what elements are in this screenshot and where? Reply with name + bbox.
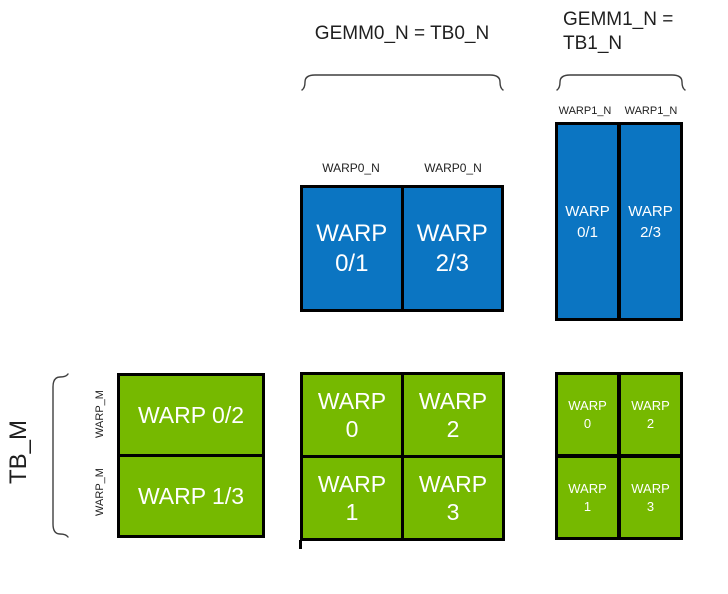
gemm0-accumulator-warp-grid: WARP 0 WARP 2 WARP 1 WARP 3 xyxy=(300,372,505,541)
gemm1-title-line2: TB1_N xyxy=(563,33,623,54)
gemm0-span-bracket-icon xyxy=(301,74,504,91)
warp-cell-line1: WARP xyxy=(416,219,488,247)
warp-m-label-bottom: WARP_M xyxy=(94,468,106,516)
warp-cell-line1: WARP xyxy=(631,397,670,413)
warp-cell-line1: WARP xyxy=(568,397,607,413)
warp-cell-2-3: WARP 2/3 xyxy=(403,188,501,309)
warp-cell-2: WARP 2 xyxy=(404,375,502,455)
warp1-n-label-right: WARP1_N xyxy=(624,105,678,117)
warp-cell-line1: WARP xyxy=(316,219,388,247)
warp-cell-3: WARP 3 xyxy=(404,458,502,538)
warp-cell-1-3: WARP 1/3 xyxy=(120,457,262,535)
warp-cell-2: WARP 2 xyxy=(621,375,680,454)
gemm1-warp-tile-grid: WARP 0/1 WARP 2/3 xyxy=(555,122,683,321)
warp-cell-line1: WARP xyxy=(418,471,488,497)
gemm1-accumulator-warp-grid: WARP 0 WARP 2 WARP 1 WARP 3 xyxy=(555,372,683,540)
warp-cell-line1: WARP xyxy=(568,480,607,496)
warp-cell-line1: WARP xyxy=(628,202,673,220)
gemm0-title: GEMM0_N = TB0_N xyxy=(314,23,490,44)
tb-m-label: TB_M xyxy=(5,420,32,485)
tb-m-span-bracket-icon xyxy=(52,373,69,538)
warp-cell-line1: WARP xyxy=(317,471,387,497)
warp-cell-3: WARP 3 xyxy=(621,458,680,537)
warp-cell-line2: 0/1 xyxy=(577,223,598,241)
warp-cell-line2: 2 xyxy=(446,416,460,442)
warp-cell-0: WARP 0 xyxy=(303,375,401,455)
gemm0-warp-tile-grid: WARP 0/1 WARP 2/3 xyxy=(300,185,504,312)
warp-cell-1: WARP 1 xyxy=(558,458,617,537)
warp-cell-line1: WARP xyxy=(631,480,670,496)
warp-cell-0: WARP 0 xyxy=(558,375,617,454)
gemm1-span-bracket-icon xyxy=(556,74,686,91)
gemm1-title-line1: GEMM1_N = xyxy=(563,9,674,30)
warp-cell-line2: 3 xyxy=(646,498,655,514)
warp-cell-1: WARP 1 xyxy=(303,458,401,538)
warp-cell-line2: 0/1 xyxy=(335,249,369,277)
warp-cell-0-1: WARP 0/1 xyxy=(303,188,401,309)
warp-cell-line2: 0 xyxy=(583,415,592,431)
warp-cell-line2: 2/3 xyxy=(640,223,661,241)
warp1-n-label-left: WARP1_N xyxy=(558,105,612,117)
warp-cell-0-2: WARP 0/2 xyxy=(120,376,262,454)
warp-cell-line1: WARP xyxy=(317,388,387,414)
warp-cell-line2: 1 xyxy=(583,498,592,514)
warp-cell-line1: WARP xyxy=(418,388,488,414)
warp-cell-line2: 2 xyxy=(646,415,655,431)
warp-cell-label: WARP 1/3 xyxy=(137,483,245,509)
warp-cell-label: WARP 0/2 xyxy=(137,402,245,428)
warp-cell-line1: WARP xyxy=(565,202,610,220)
warp-cell-line2: 2/3 xyxy=(435,249,469,277)
warp-cell-line2: 0 xyxy=(345,416,359,442)
warp-cell-0-1: WARP 0/1 xyxy=(558,125,617,318)
warp0-n-label-right: WARP0_N xyxy=(424,161,482,175)
warp-cell-2-3: WARP 2/3 xyxy=(621,125,680,318)
warp-m-label-top: WARP_M xyxy=(94,390,106,438)
warp-cell-line2: 1 xyxy=(345,499,359,525)
gemm1-title: GEMM1_N = TB1_N xyxy=(563,8,703,56)
warp0-n-label-left: WARP0_N xyxy=(322,161,380,175)
warp-cell-line2: 3 xyxy=(446,499,460,525)
tb-m-warp-tile-grid: WARP 0/2 WARP 1/3 xyxy=(117,373,265,538)
border-overshoot xyxy=(299,540,302,549)
